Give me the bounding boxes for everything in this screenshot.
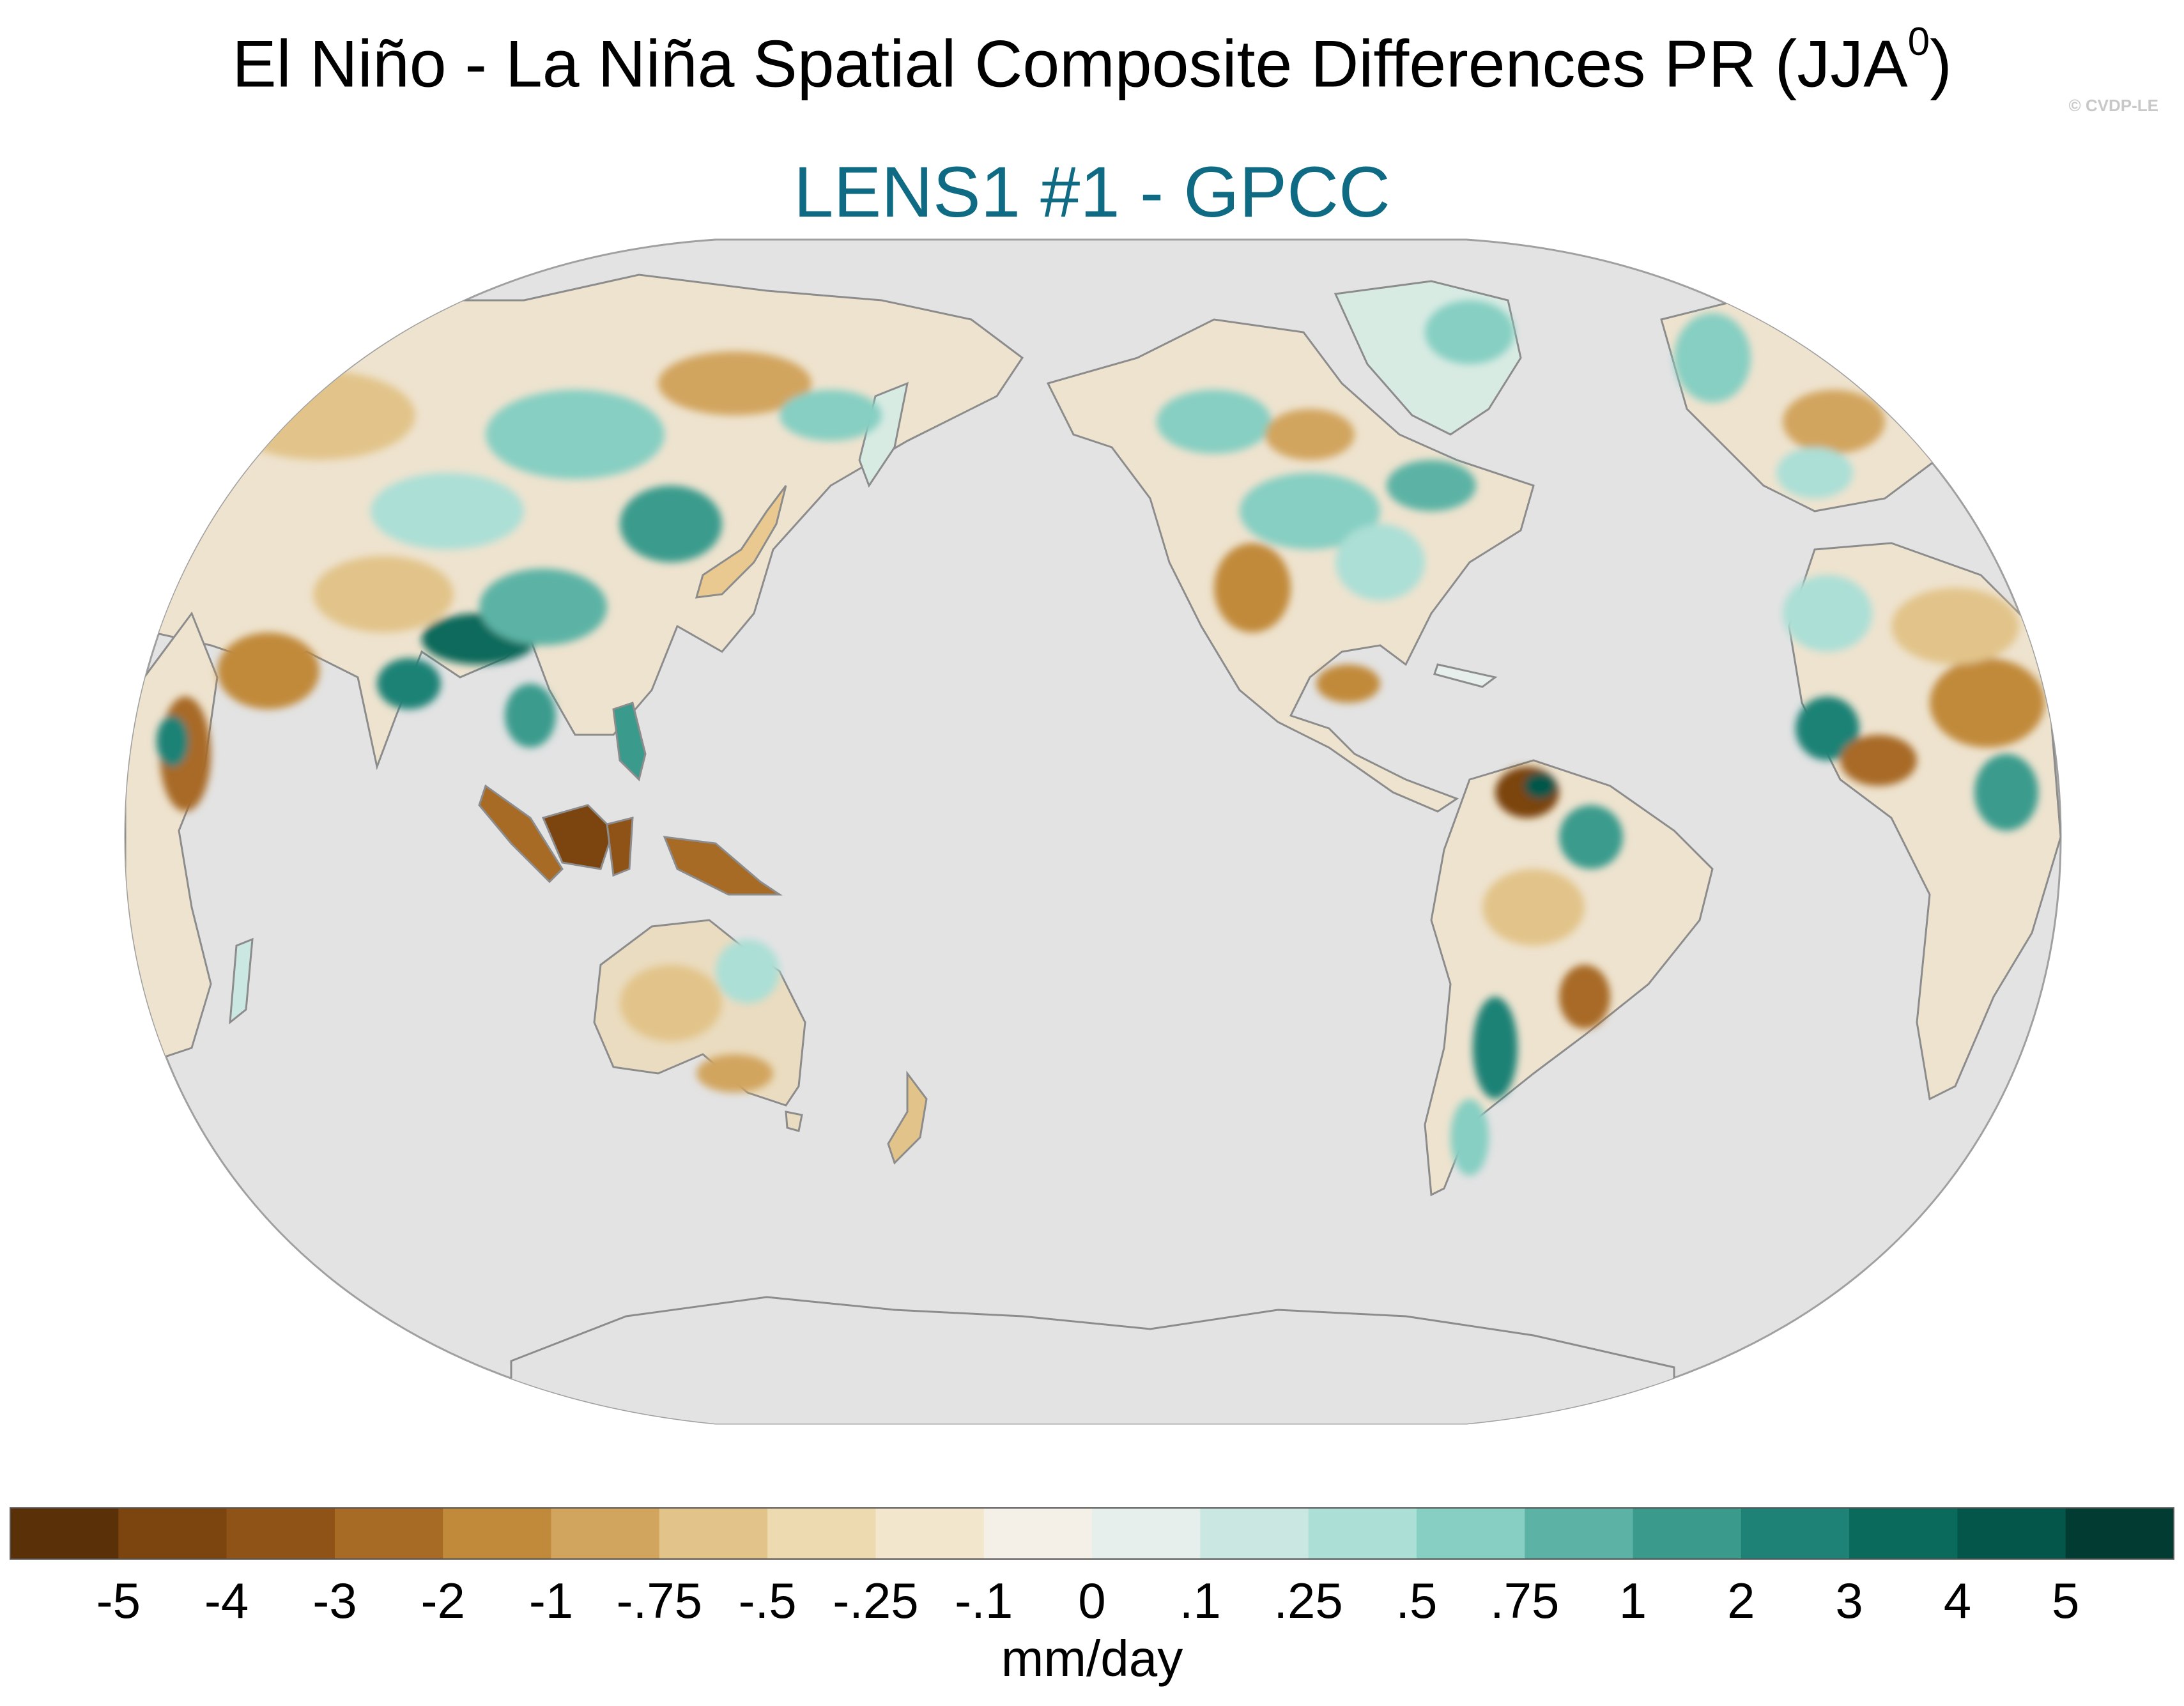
land-madagascar bbox=[229, 937, 254, 1025]
colorbar-box bbox=[443, 1508, 551, 1559]
anomaly-field bbox=[157, 300, 2045, 1176]
colorbar-box bbox=[1092, 1508, 1201, 1559]
title-superscript: 0 bbox=[1907, 20, 1930, 64]
colorbar-box bbox=[1308, 1508, 1417, 1559]
colorbar-box bbox=[767, 1508, 876, 1559]
colorbar-tick-label: .75 bbox=[1490, 1572, 1559, 1629]
land-philippines bbox=[612, 702, 647, 781]
colorbar-tick-label: -2 bbox=[421, 1572, 465, 1629]
colorbar-box bbox=[1957, 1508, 2066, 1559]
colorbar-tick-label: .5 bbox=[1396, 1572, 1437, 1629]
land-sulawesi bbox=[606, 817, 634, 877]
colorbar-tick-label: 5 bbox=[2052, 1572, 2079, 1629]
colorbar-tick-label: .25 bbox=[1273, 1572, 1342, 1629]
land-kamchatka bbox=[858, 381, 909, 488]
colorbar-box bbox=[226, 1508, 335, 1559]
colorbar-box bbox=[10, 1508, 119, 1559]
land-borneo bbox=[541, 804, 615, 870]
colorbar-box bbox=[1416, 1508, 1525, 1559]
colorbar-tick-label: 0 bbox=[1078, 1572, 1105, 1629]
colorbar-tick-label: 2 bbox=[1727, 1572, 1755, 1629]
colorbar-tick-label: -3 bbox=[312, 1572, 357, 1629]
colorbar-outline bbox=[10, 1507, 2174, 1560]
colorbar-tick-label: -.1 bbox=[955, 1572, 1013, 1629]
colorbar-box bbox=[1633, 1508, 1742, 1559]
land-sumatra bbox=[478, 784, 564, 884]
colorbar-tick-label: -5 bbox=[96, 1572, 141, 1629]
title-text: El Niño - La Niña Spatial Composite Diff… bbox=[232, 27, 1908, 102]
colorbar-box bbox=[334, 1508, 443, 1559]
land-north-america bbox=[1046, 318, 1535, 813]
figure-title: El Niño - La Niña Spatial Composite Diff… bbox=[0, 19, 2184, 103]
land-new-zealand bbox=[887, 1070, 928, 1165]
colorbar-box bbox=[659, 1508, 768, 1559]
colorbar-box bbox=[1849, 1508, 1958, 1559]
colorbar-box bbox=[2065, 1508, 2174, 1559]
colorbar-box bbox=[118, 1508, 227, 1559]
land-cuba bbox=[1433, 663, 1498, 688]
colorbar-units: mm/day bbox=[1001, 1630, 1183, 1687]
colorbar-tick-label: .1 bbox=[1180, 1572, 1221, 1629]
colorbar-box bbox=[551, 1508, 660, 1559]
colorbar-tick-label: 1 bbox=[1619, 1572, 1647, 1629]
colorbar-labels: -5 -4 -3 -2 -1 -.75 -.5 -.25 -.1 0 .1 .25 .5 .75 1 2 3 4 5 bbox=[96, 1572, 2080, 1629]
colorbar-box bbox=[1200, 1508, 1309, 1559]
land-new-guinea bbox=[663, 836, 783, 896]
colorbar-tick-label: 3 bbox=[1835, 1572, 1863, 1629]
colorbar-tick-label: -1 bbox=[529, 1572, 573, 1629]
land-tasmania bbox=[785, 1110, 803, 1132]
colorbar-tick-label: 4 bbox=[1944, 1572, 1971, 1629]
colorbar-tick-label: -.25 bbox=[833, 1572, 918, 1629]
colorbar-tick-label: -4 bbox=[204, 1572, 249, 1629]
land-antarctica bbox=[510, 1296, 1675, 1424]
colorbar-box bbox=[983, 1508, 1093, 1559]
land-japan bbox=[695, 485, 787, 599]
colorbar-boxes bbox=[10, 1507, 2174, 1560]
colorbar-box bbox=[1741, 1508, 1850, 1559]
colorbar-tick-label: -.5 bbox=[739, 1572, 797, 1629]
panel-subtitle: LENS1 #1 - GPCC bbox=[794, 152, 1390, 232]
credit-watermark: © CVDP-LE bbox=[2068, 96, 2159, 115]
colorbar-tick-label: -.75 bbox=[617, 1572, 702, 1629]
colorbar-box bbox=[1525, 1508, 1633, 1559]
title-close: ) bbox=[1930, 27, 1952, 102]
colorbar-box bbox=[875, 1508, 985, 1559]
